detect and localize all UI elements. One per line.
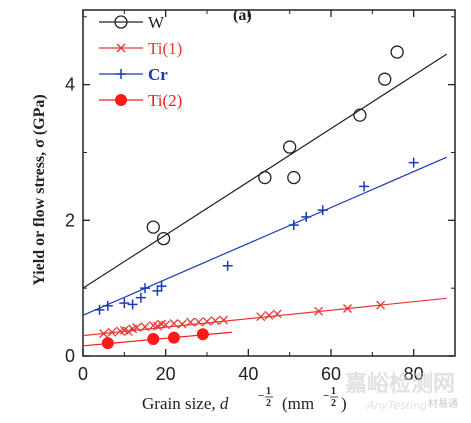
data-point-ti-1 [376, 300, 386, 310]
data-point-w [353, 108, 367, 122]
plot-frame [82, 9, 456, 357]
fit-line-ti-1 [82, 297, 447, 337]
data-point-cr [359, 181, 370, 192]
data-point-cr [152, 285, 163, 296]
x-axis-unit-exp-den: 2 [331, 398, 336, 409]
x-axis-exp-den: 2 [266, 398, 271, 409]
data-point-cr [408, 157, 419, 168]
data-point-cr [140, 283, 150, 294]
x-tick-label: 80 [404, 364, 424, 384]
x-axis-unit-close: ) [341, 394, 347, 413]
data-point-ti-1 [210, 316, 220, 326]
data-point-cr [288, 220, 299, 231]
data-point-ti-1 [314, 306, 324, 316]
data-point-ti-1 [264, 310, 274, 320]
legend-marker [116, 43, 126, 53]
data-point-ti-2 [196, 328, 209, 341]
data-point-w [156, 231, 171, 246]
data-point-cr [119, 298, 130, 309]
y-tick-label: 2 [65, 210, 75, 230]
data-point-w [378, 72, 392, 86]
data-point-cr [94, 304, 105, 315]
series-cr [94, 157, 419, 315]
data-point-cr [156, 281, 167, 292]
legend-label: Ti(2) [148, 91, 182, 110]
data-point-w [258, 170, 272, 185]
data-point-ti-2 [101, 337, 114, 350]
y-axis-label: Yield or flow stress, σ (GPa) [31, 94, 48, 286]
data-point-ti-1 [161, 320, 171, 330]
data-point-ti-1 [256, 312, 266, 322]
data-point-ti-1 [202, 316, 212, 326]
data-point-w [390, 45, 404, 59]
data-point-ti-1 [186, 317, 195, 327]
x-tick-label: 0 [78, 364, 88, 384]
data-point-ti-1 [140, 322, 150, 332]
panel-label: (a) [233, 7, 252, 24]
x-axis-label-main: Grain size, [142, 394, 220, 413]
watermark-small-text: 材易通 [428, 397, 458, 410]
data-markers [94, 45, 419, 350]
x-axis-label: Grain size, d − 1 2 (mm − 1 2 ) [142, 386, 347, 413]
series-ti-1 [99, 300, 386, 339]
data-point-ti-2 [147, 333, 160, 346]
fit-lines [82, 53, 448, 347]
legend-label: W [148, 13, 165, 32]
data-point-cr [127, 299, 138, 310]
data-point-ti-2 [167, 331, 180, 344]
svg-text:Grain size, d: Grain size, d [142, 394, 229, 413]
legend-marker [114, 15, 128, 29]
legend: W Ti(1) Cr Ti(2) [99, 13, 182, 110]
axis-ticks: 0 20 40 60 80 0 2 4 [65, 10, 455, 384]
data-point-cr [135, 292, 146, 303]
data-point-ti-1 [177, 319, 187, 329]
data-point-ti-1 [219, 315, 228, 325]
data-point-w [283, 140, 297, 154]
legend-marker [115, 94, 127, 106]
watermark-en-text: AnyTesting [366, 399, 427, 412]
legend-marker [116, 69, 126, 79]
legend-label: Cr [148, 65, 168, 84]
data-point-cr [301, 211, 312, 222]
series-w [146, 45, 404, 246]
legend-label: Ti(1) [148, 39, 182, 58]
x-axis-unit-open: (mm [282, 394, 314, 413]
data-point-ti-1 [343, 304, 352, 313]
series-ti-2 [101, 328, 209, 350]
fit-line-cr [82, 156, 447, 316]
watermark: 嘉峪检测网 AnyTesting 材易通 [345, 371, 458, 412]
plot-border [82, 9, 456, 357]
legend-item-ti-1: Ti(1) [99, 39, 182, 58]
y-tick-label: 4 [65, 75, 75, 95]
data-point-ti-1 [169, 318, 179, 328]
x-axis-unit-exp-num: 1 [331, 386, 336, 397]
legend-item-cr: Cr [99, 65, 168, 84]
data-point-ti-1 [194, 317, 204, 327]
watermark-cn-text: 嘉峪检测网 [345, 371, 455, 397]
data-point-cr [102, 300, 113, 311]
y-tick-label: 0 [65, 346, 75, 366]
x-tick-label: 60 [321, 364, 341, 384]
legend-item-ti-2: Ti(2) [99, 91, 182, 110]
x-axis-exp-sign: − [258, 390, 264, 402]
data-point-w [146, 220, 160, 234]
x-axis-unit-exp-sign: − [323, 390, 329, 402]
data-point-w [287, 170, 301, 185]
data-point-ti-1 [132, 323, 142, 332]
x-axis-exp-num: 1 [266, 386, 271, 397]
data-point-ti-1 [99, 329, 109, 339]
legend-item-w: W [99, 13, 165, 32]
x-tick-label: 20 [156, 364, 176, 384]
data-point-ti-1 [272, 309, 282, 319]
data-point-cr [222, 260, 233, 271]
data-point-ti-1 [107, 327, 117, 337]
data-point-cr [317, 205, 328, 216]
x-tick-label: 40 [238, 364, 258, 384]
x-axis-label-var: d [220, 394, 229, 413]
data-point-ti-1 [124, 327, 133, 337]
